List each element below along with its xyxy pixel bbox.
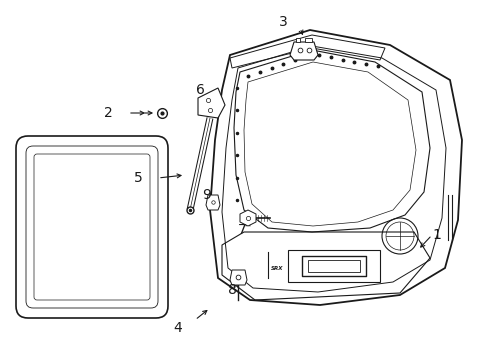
Text: 8: 8 <box>227 283 236 297</box>
Polygon shape <box>205 195 220 210</box>
Text: 4: 4 <box>173 321 182 335</box>
Text: 6: 6 <box>195 83 204 97</box>
Polygon shape <box>198 88 224 118</box>
Polygon shape <box>289 42 317 60</box>
Polygon shape <box>295 38 299 42</box>
Text: 9: 9 <box>202 188 211 202</box>
Polygon shape <box>240 210 256 226</box>
Polygon shape <box>229 270 246 285</box>
Text: SRX: SRX <box>270 266 283 270</box>
Text: 1: 1 <box>432 228 441 242</box>
Text: 3: 3 <box>278 15 287 29</box>
Text: 5: 5 <box>133 171 142 185</box>
Text: 7: 7 <box>237 223 246 237</box>
Polygon shape <box>305 38 311 42</box>
Text: 2: 2 <box>103 106 112 120</box>
